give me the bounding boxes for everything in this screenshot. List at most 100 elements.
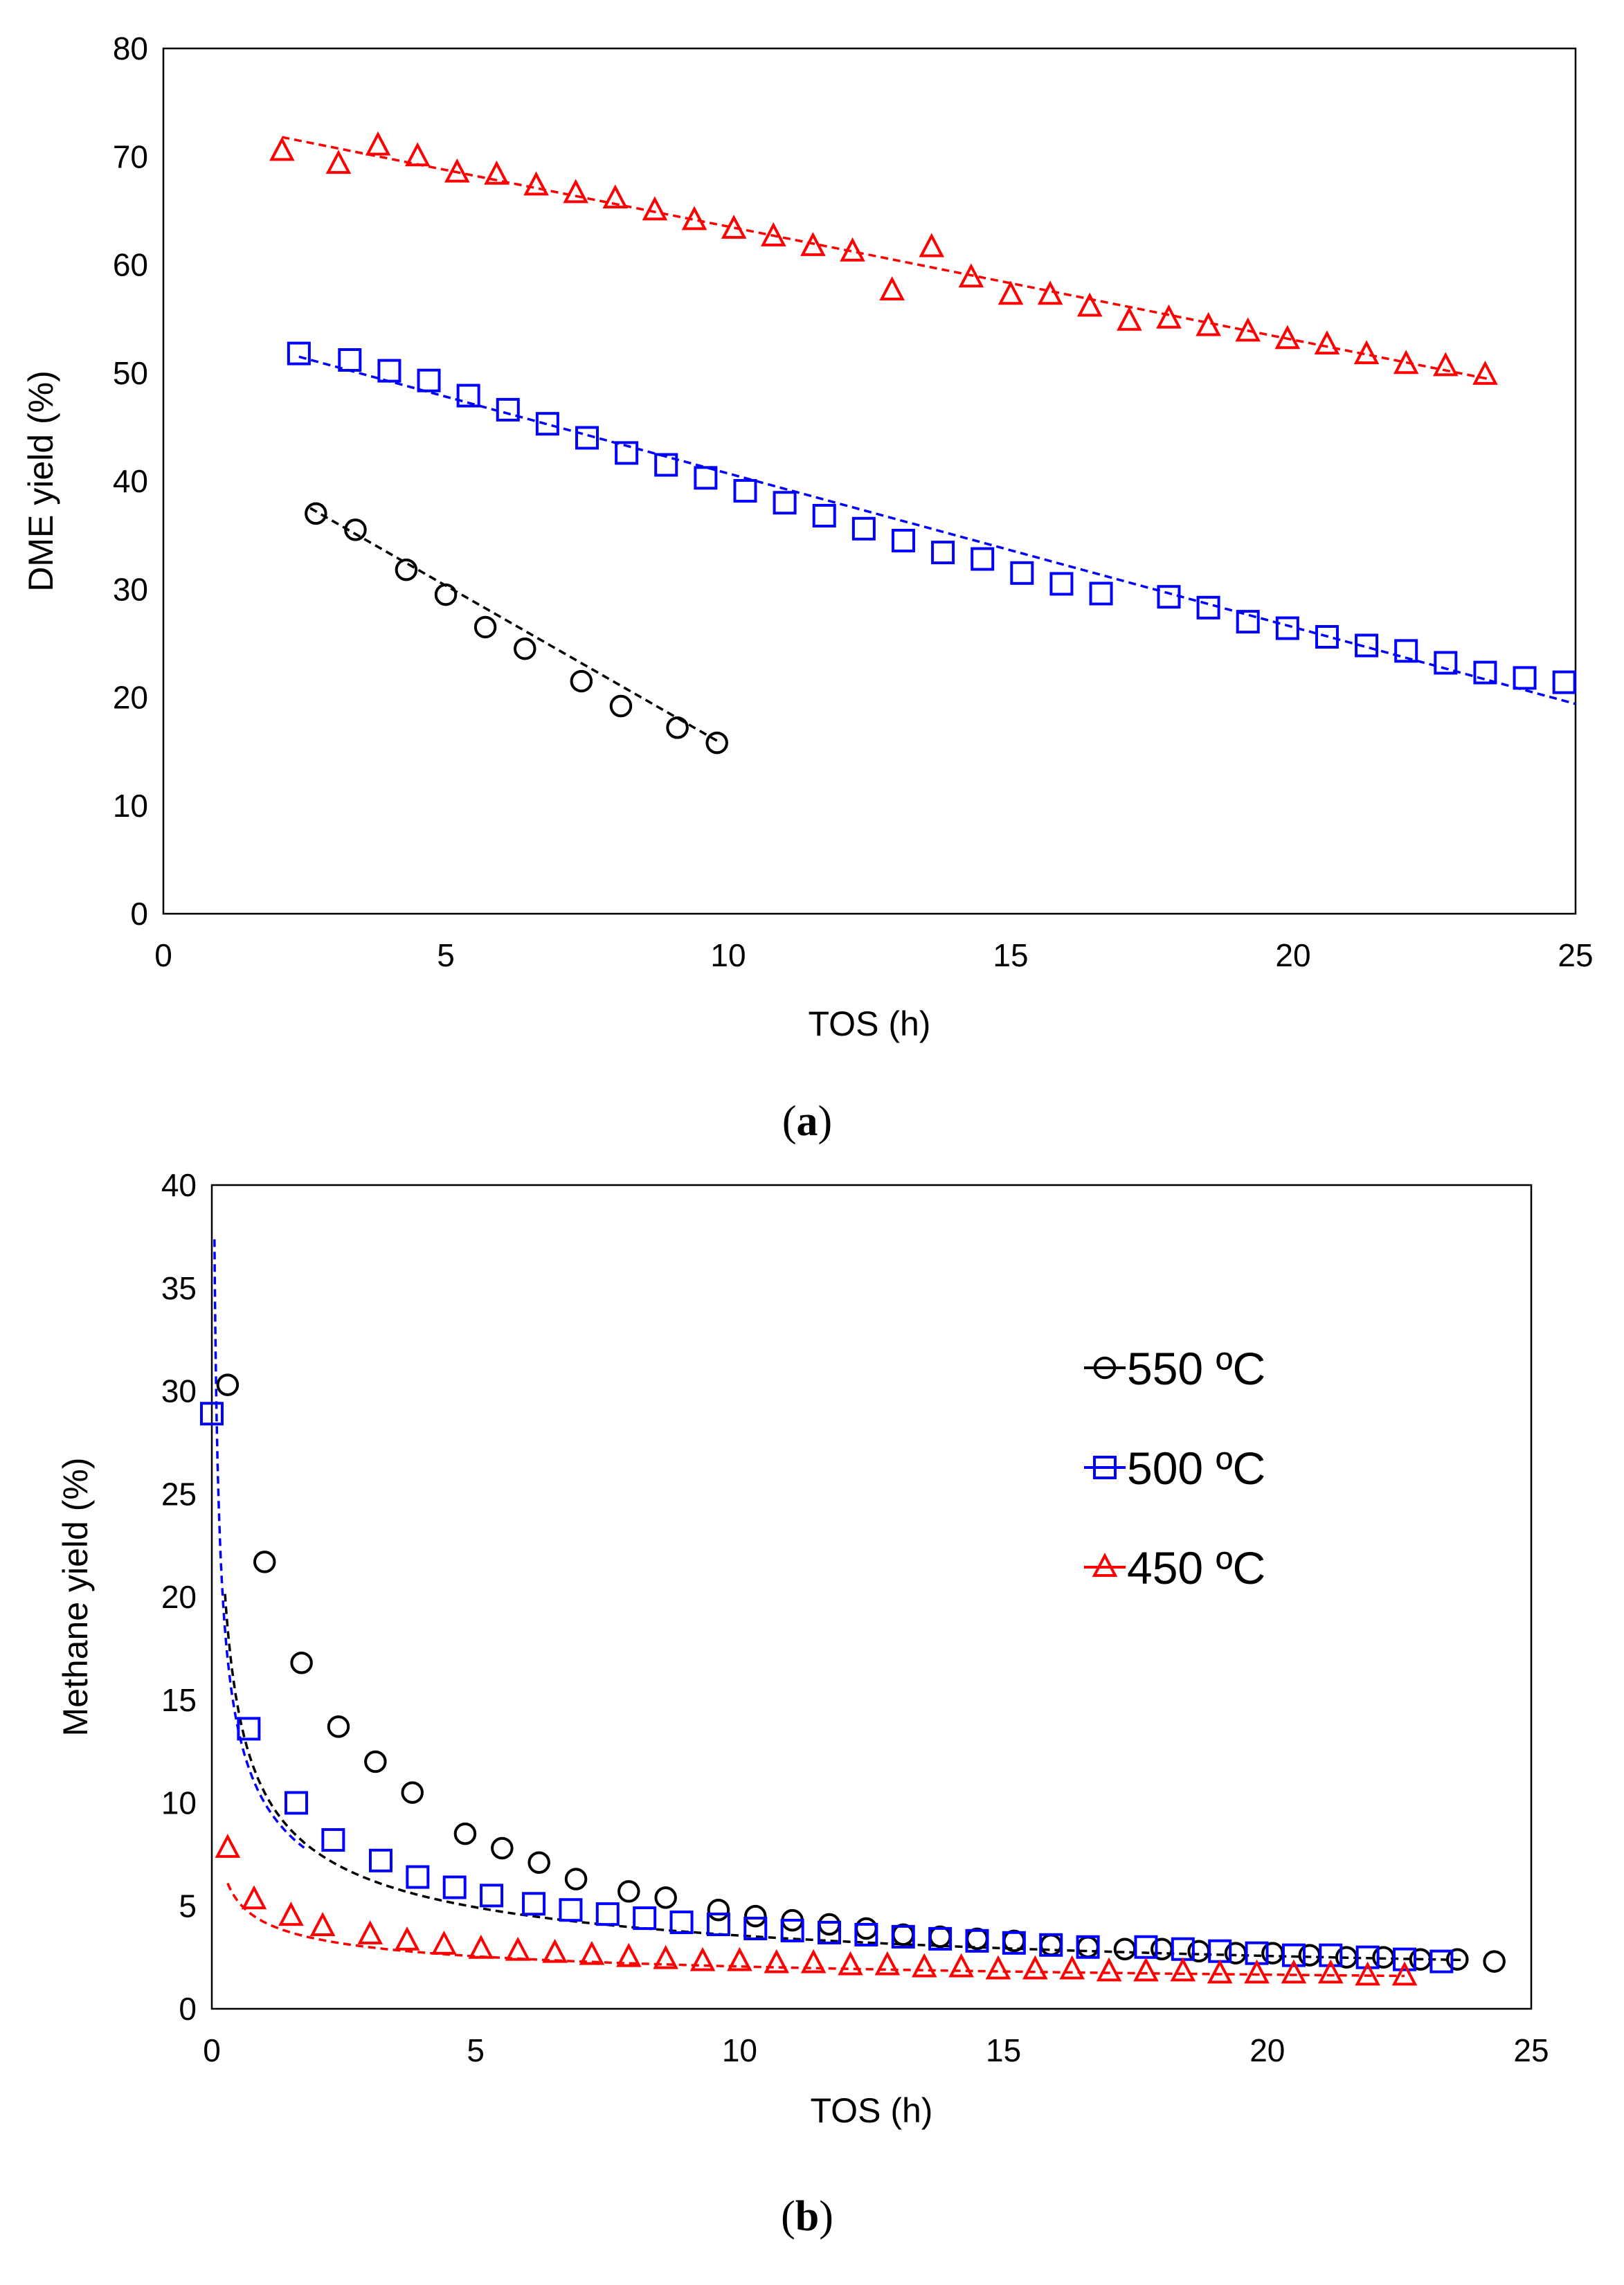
data-point-500	[1434, 651, 1458, 675]
data-point-550	[966, 1927, 989, 1951]
data-point-450	[919, 233, 945, 258]
panel-a-x-ticks: 0 5 10 15 20 25	[154, 937, 1593, 973]
y-tick-label: 0	[130, 896, 148, 932]
x-tick-label: 10	[710, 937, 746, 973]
data-point-550	[513, 637, 536, 660]
data-point-500	[928, 1926, 953, 1951]
data-point-450	[840, 237, 865, 262]
data-point-450	[325, 150, 352, 174]
data-point-500	[237, 1717, 261, 1741]
trendline-500	[298, 355, 1576, 705]
x-tick-label: 5	[437, 937, 455, 973]
data-point-550	[666, 716, 689, 739]
data-point-550	[705, 731, 728, 755]
y-tick-label: 10	[113, 788, 148, 824]
trendline-550	[224, 1593, 1468, 1962]
data-point-500	[368, 1848, 393, 1872]
panel-b-label-letter: b	[795, 2193, 819, 2240]
data-point-550	[1151, 1938, 1173, 1960]
panel-b-chart: 0 5 10 15 20 25 30 35 40 0 5 10 15 20 25 550 ºC 500 ºC…	[56, 1167, 1549, 2240]
data-point-500	[1429, 1949, 1454, 1974]
data-point-450	[1274, 325, 1301, 350]
data-point-450	[484, 160, 509, 185]
x-tick-label: 10	[722, 2032, 757, 2068]
data-point-450	[1059, 1955, 1085, 1980]
data-point-500	[1355, 633, 1379, 658]
data-point-550	[654, 1886, 677, 1909]
data-point-500	[818, 1920, 842, 1944]
trendline-550	[309, 507, 718, 742]
data-point-450	[365, 131, 391, 156]
data-point-550	[1187, 1940, 1210, 1962]
data-point-450	[1393, 350, 1419, 374]
y-tick-label: 30	[113, 571, 148, 607]
data-point-500	[284, 1791, 308, 1815]
data-point-450	[1170, 1957, 1196, 1982]
panel-b-y-axis-title: Methane yield (%)	[56, 1458, 95, 1737]
data-point-450	[278, 1902, 304, 1926]
y-tick-label: 20	[161, 1579, 197, 1615]
data-point-450	[800, 232, 826, 256]
data-point-450	[879, 276, 905, 300]
data-point-500	[480, 1884, 504, 1908]
data-point-500	[743, 1916, 768, 1940]
data-point-450	[1037, 280, 1063, 305]
data-point-500	[1394, 639, 1418, 663]
data-point-450	[431, 1930, 457, 1955]
data-point-500	[669, 1911, 694, 1935]
y-tick-label: 5	[179, 1888, 197, 1924]
legend-marker	[1092, 1553, 1118, 1577]
data-point-450	[468, 1934, 494, 1959]
panel-a-trendlines	[282, 136, 1576, 742]
panel-b-y-ticks: 0 5 10 15 20 25 30 35 40	[161, 1167, 197, 2027]
x-tick-label: 25	[1558, 937, 1593, 973]
data-point-550	[707, 1898, 730, 1922]
data-point-550	[253, 1551, 276, 1573]
panel-b-label: (b)	[781, 2193, 833, 2240]
data-point-500	[1076, 1935, 1100, 1959]
data-point-450	[1096, 1957, 1122, 1982]
data-point-500	[1275, 616, 1299, 640]
data-point-450	[444, 158, 470, 183]
data-point-450	[998, 280, 1024, 305]
data-point-500	[654, 453, 678, 477]
data-point-500	[1393, 1947, 1417, 1971]
data-point-450	[1244, 1959, 1270, 1984]
data-point-550	[216, 1373, 240, 1396]
data-point-450	[309, 1912, 336, 1936]
data-point-450	[642, 196, 668, 221]
data-point-500	[496, 397, 520, 422]
legend-label: 500 ºC	[1127, 1443, 1265, 1494]
y-tick-label: 40	[113, 463, 148, 499]
data-point-500	[200, 1402, 224, 1426]
data-point-550	[1298, 1944, 1321, 1967]
data-point-450	[523, 171, 549, 196]
data-point-500	[733, 479, 757, 503]
data-point-450	[958, 263, 984, 288]
legend-label: 550 ºC	[1127, 1343, 1265, 1394]
x-tick-label: 15	[993, 937, 1028, 973]
data-point-450	[911, 1953, 937, 1978]
panel-a-label: (a)	[782, 1098, 832, 1145]
data-point-450	[948, 1953, 974, 1978]
x-tick-label: 0	[154, 937, 172, 973]
data-point-500	[780, 1918, 804, 1942]
panel-b-trendlines	[213, 1239, 1468, 1978]
data-point-550	[609, 694, 633, 718]
data-point-550	[1076, 1935, 1099, 1958]
y-tick-label: 0	[179, 1991, 197, 2027]
data-point-500	[931, 541, 955, 565]
data-point-450	[764, 1949, 790, 1974]
data-point-450	[1281, 1959, 1307, 1984]
data-point-500	[287, 341, 311, 365]
data-point-450	[615, 1942, 642, 1967]
data-point-450	[681, 206, 707, 231]
data-point-550	[564, 1868, 588, 1890]
data-point-500	[694, 466, 718, 490]
data-point-500	[338, 348, 362, 372]
data-point-500	[971, 547, 995, 571]
legend-marker	[1093, 1456, 1117, 1479]
data-point-500	[891, 1924, 915, 1949]
data-point-550	[290, 1651, 313, 1674]
